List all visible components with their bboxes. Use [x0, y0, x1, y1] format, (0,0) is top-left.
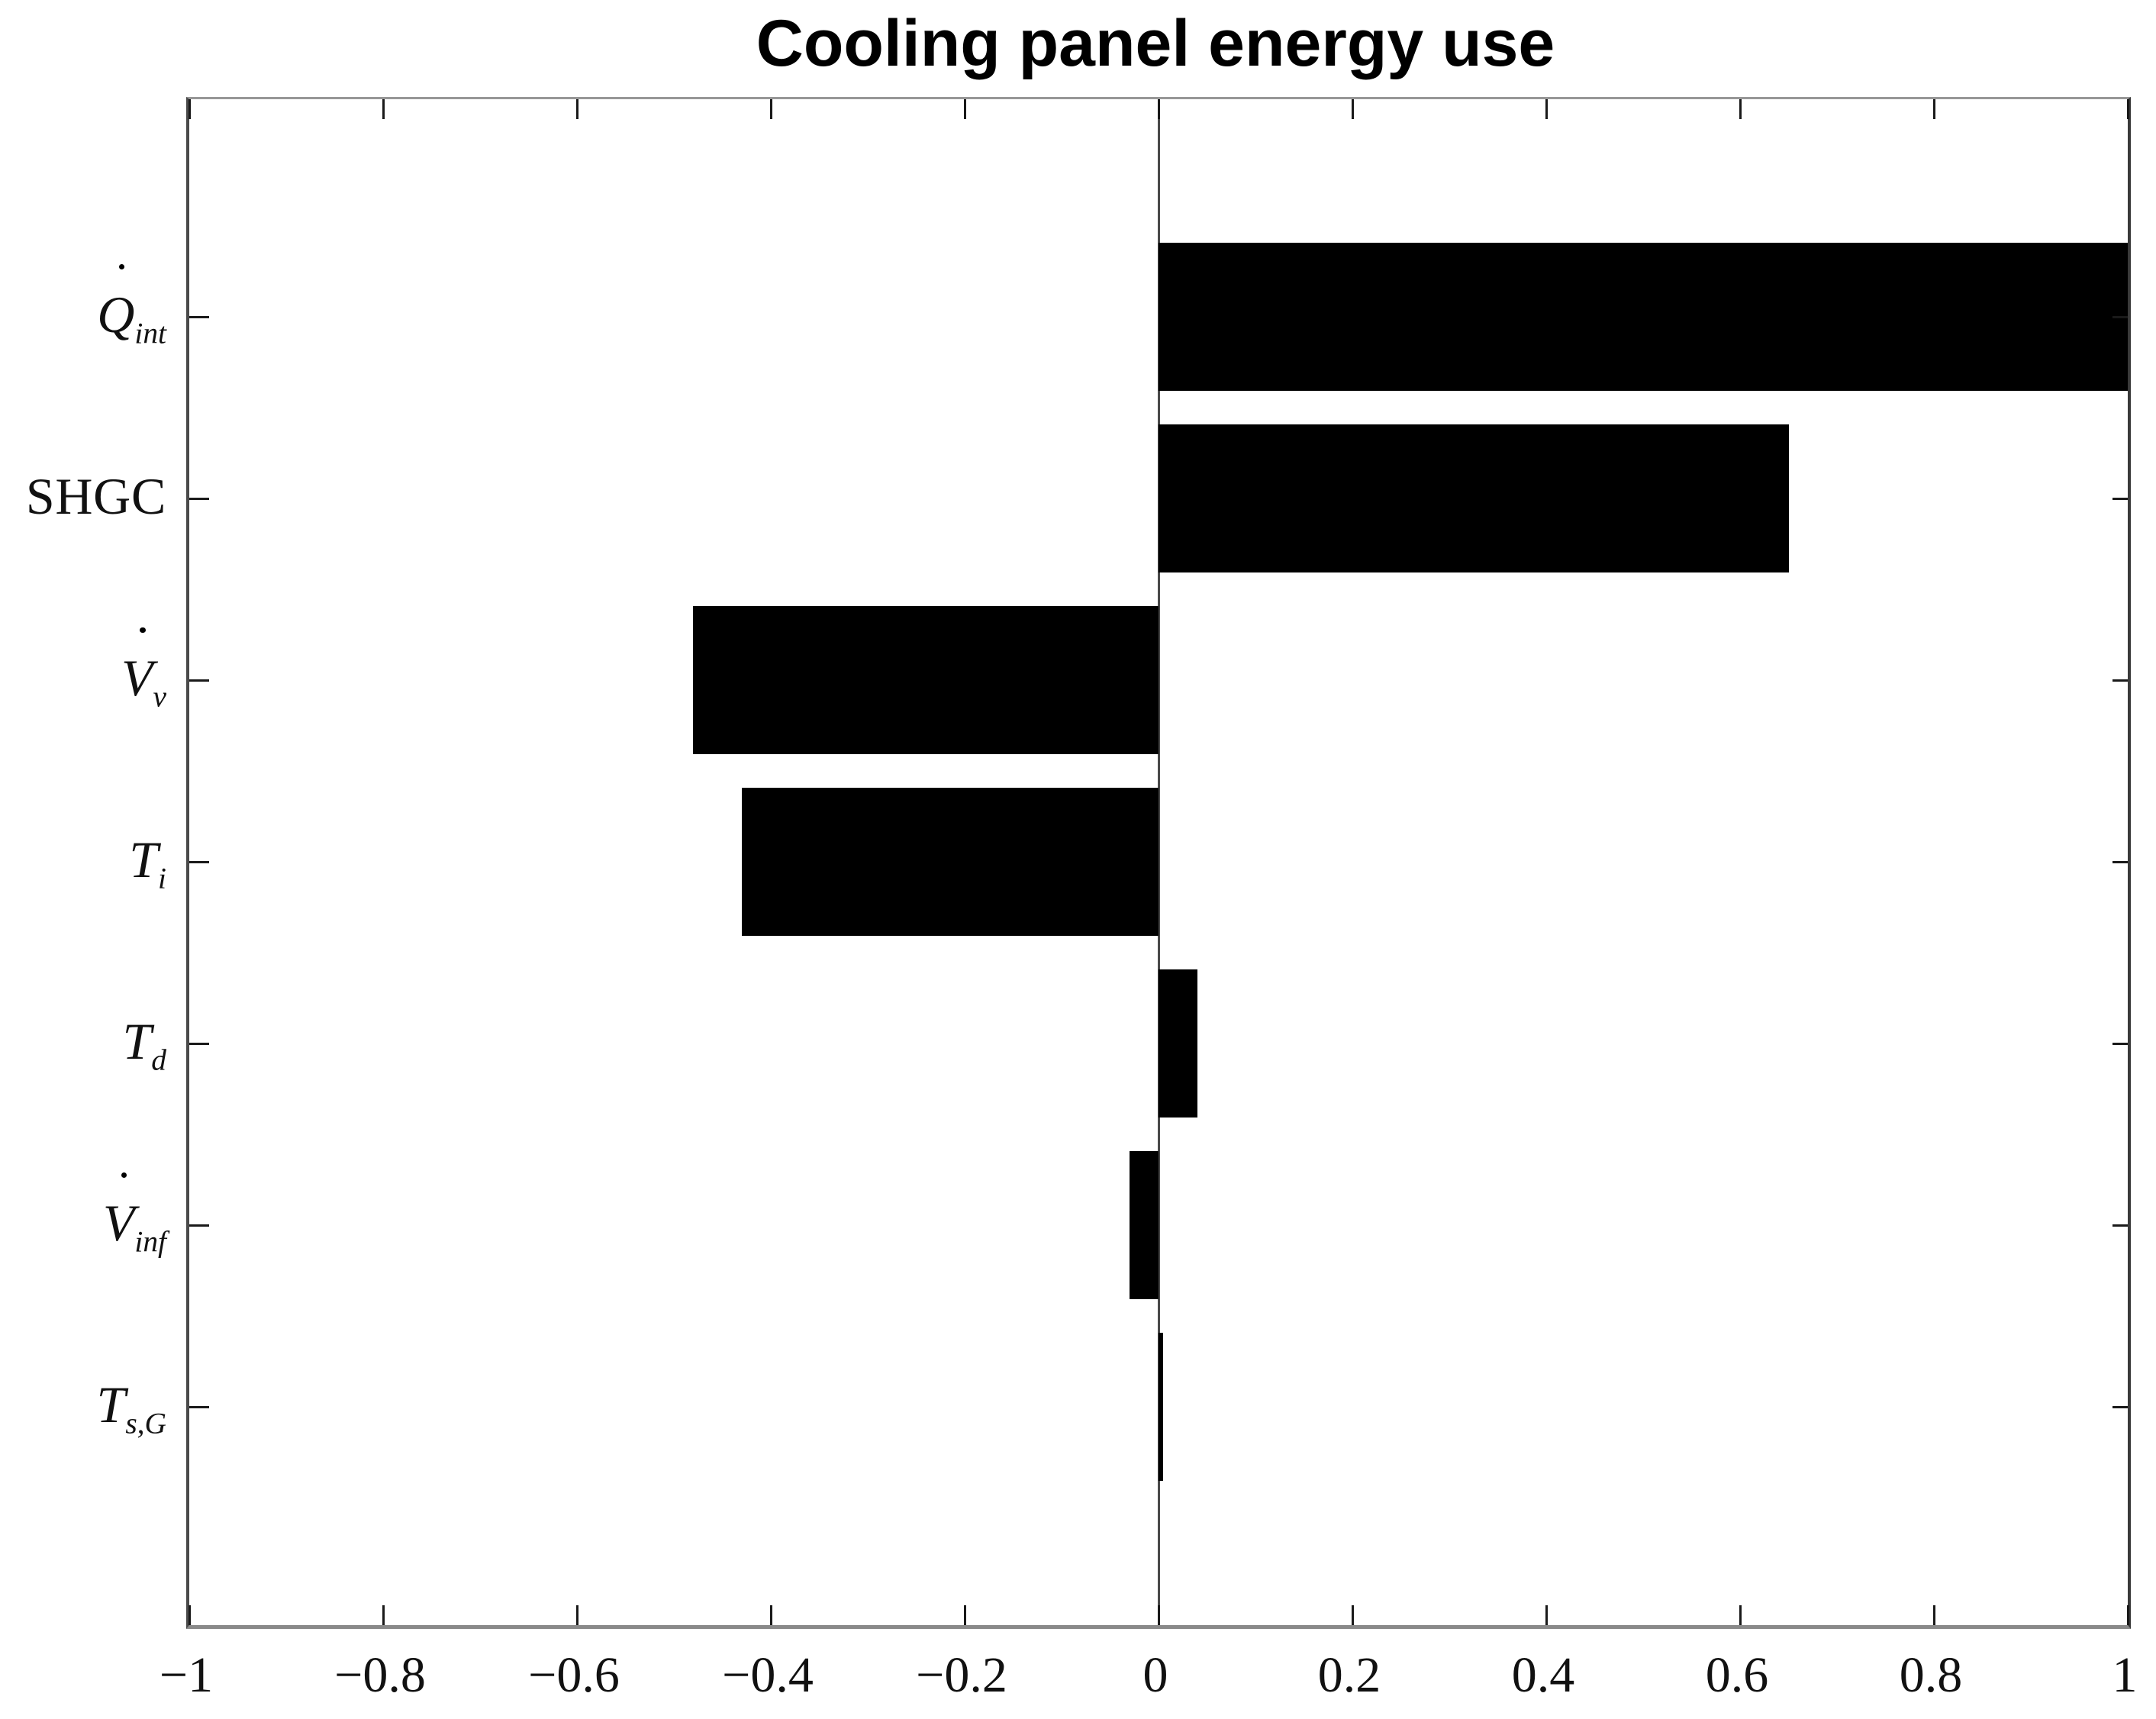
y-axis-label-base: V — [121, 627, 153, 727]
x-tick-label: 0 — [1142, 1647, 1168, 1703]
x-tick — [1933, 1605, 1935, 1625]
x-tick-label: −0.4 — [722, 1647, 814, 1703]
y-axis-label-subscript: d — [151, 1043, 166, 1077]
x-tick-label: 0.6 — [1705, 1647, 1769, 1703]
x-tick-label: −0.2 — [916, 1647, 1007, 1703]
x-tick — [1739, 99, 1742, 119]
bar — [1159, 1333, 1164, 1481]
y-tick — [189, 861, 209, 863]
x-tick — [770, 1605, 772, 1625]
bar — [1159, 969, 1197, 1118]
plot-area — [186, 97, 2131, 1629]
zero-line — [1158, 99, 1160, 1625]
x-tick — [189, 1605, 191, 1625]
x-tick-label: −0.6 — [528, 1647, 620, 1703]
y-axis-label-base: T — [96, 1376, 126, 1434]
y-axis-label-subscript: i — [158, 861, 166, 895]
x-tick — [576, 99, 578, 119]
x-tick — [1933, 99, 1935, 119]
bar — [1129, 1151, 1159, 1299]
x-tick — [1739, 1605, 1742, 1625]
x-tick-label: −1 — [159, 1647, 214, 1703]
y-tick — [189, 498, 209, 500]
x-tick — [576, 1605, 578, 1625]
x-tick — [1352, 1605, 1354, 1625]
bar — [1159, 243, 2128, 391]
y-axis-label-base: SHGC — [25, 467, 166, 525]
y-tick — [189, 679, 209, 682]
y-axis-label-base: T — [122, 1012, 152, 1070]
x-tick — [1545, 1605, 1548, 1625]
y-axis-label: Ts,G — [0, 1355, 167, 1454]
y-tick — [2112, 1406, 2128, 1408]
x-tick — [770, 99, 772, 119]
x-tick — [964, 99, 966, 119]
y-tick — [189, 1043, 209, 1045]
y-axis-label-subscript: int — [134, 316, 166, 350]
bar — [1159, 424, 1789, 572]
y-tick — [189, 316, 209, 318]
x-tick-label: 0.8 — [1899, 1647, 1963, 1703]
x-tick — [2127, 1605, 2129, 1625]
y-axis-label-subscript: inf — [134, 1224, 166, 1259]
x-tick — [1158, 1605, 1160, 1625]
y-axis-label: Td — [0, 992, 166, 1091]
x-tick — [189, 99, 191, 119]
y-tick — [2112, 1043, 2128, 1045]
x-tick — [1545, 99, 1548, 119]
y-axis-label: Ti — [0, 810, 166, 909]
x-tick — [2127, 99, 2129, 119]
bar — [741, 788, 1159, 936]
y-tick — [2112, 498, 2128, 500]
chart-title: Cooling panel energy use — [756, 7, 1555, 80]
x-tick-label: −0.8 — [334, 1647, 426, 1703]
y-axis-label-base: Q — [97, 263, 134, 364]
bar — [693, 606, 1159, 754]
x-tick-label: 0.2 — [1317, 1647, 1381, 1703]
x-tick — [964, 1605, 966, 1625]
y-tick — [189, 1224, 209, 1227]
x-tick — [1352, 99, 1354, 119]
overdot-mark — [121, 1172, 127, 1179]
overdot-mark — [140, 627, 146, 634]
y-tick — [2112, 861, 2128, 863]
x-tick-label: 1 — [2112, 1647, 2138, 1703]
y-tick — [189, 1406, 209, 1408]
y-tick — [2112, 316, 2128, 318]
y-axis-label-subscript: v — [153, 679, 167, 714]
x-tick-label: 0.4 — [1511, 1647, 1575, 1703]
y-axis-label-subscript: s,G — [125, 1406, 166, 1440]
y-tick — [2112, 1224, 2128, 1227]
x-tick — [382, 1605, 385, 1625]
x-tick — [382, 99, 385, 119]
y-axis-label: SHGC — [0, 447, 166, 546]
y-axis-label-base: T — [129, 830, 159, 889]
overdot-mark — [118, 263, 125, 270]
y-axis-label-base: V — [103, 1172, 134, 1272]
x-tick — [1158, 99, 1160, 119]
y-tick — [2112, 679, 2128, 682]
